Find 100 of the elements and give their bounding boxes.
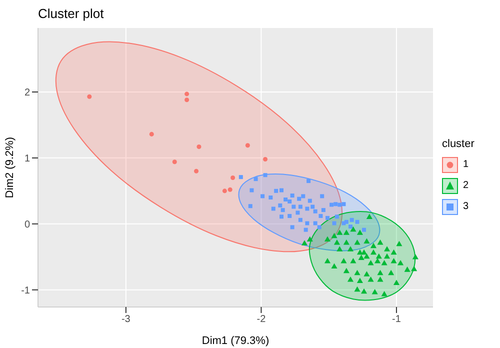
point <box>324 236 331 242</box>
point <box>263 173 268 178</box>
point <box>301 194 306 198</box>
legend-label: 3 <box>463 201 469 212</box>
point <box>317 225 322 230</box>
point <box>356 230 363 235</box>
point <box>271 206 276 211</box>
point <box>268 196 273 200</box>
y-tick-label: 1 <box>24 153 30 164</box>
point <box>393 280 400 286</box>
point <box>230 175 236 180</box>
point <box>343 268 350 274</box>
point <box>298 218 302 222</box>
point <box>384 253 390 259</box>
point <box>279 188 284 192</box>
point <box>304 228 308 232</box>
point <box>377 240 384 245</box>
point <box>366 214 372 220</box>
point <box>260 194 265 198</box>
point <box>368 276 374 282</box>
point <box>372 288 378 294</box>
point <box>324 258 331 264</box>
point <box>350 226 356 232</box>
point <box>364 238 370 244</box>
point <box>342 202 346 206</box>
point <box>343 240 350 245</box>
point <box>350 218 354 222</box>
point <box>184 98 190 102</box>
point <box>306 236 313 242</box>
point <box>172 160 177 164</box>
point <box>396 240 402 246</box>
point <box>354 286 360 292</box>
point <box>184 92 190 96</box>
point <box>301 240 308 246</box>
point <box>336 230 343 235</box>
point <box>338 202 342 207</box>
point <box>411 266 418 272</box>
point <box>336 246 343 252</box>
point <box>376 253 382 259</box>
point <box>313 221 318 226</box>
point <box>290 194 294 198</box>
point <box>355 220 360 224</box>
y-tick-label: 0 <box>24 219 30 230</box>
point <box>354 270 360 276</box>
point <box>321 208 326 212</box>
point <box>397 260 404 266</box>
legend-label: 1 <box>463 159 469 170</box>
point <box>381 290 388 296</box>
point <box>377 270 384 276</box>
point <box>308 198 312 203</box>
point <box>254 177 258 182</box>
point <box>263 157 268 162</box>
point <box>331 232 338 238</box>
point <box>362 228 366 232</box>
point <box>334 202 338 206</box>
point <box>288 199 292 204</box>
point <box>354 240 360 245</box>
point <box>364 253 370 259</box>
point <box>245 143 250 148</box>
point <box>370 242 377 248</box>
x-tick-label: -2 <box>256 314 266 326</box>
point <box>332 221 336 226</box>
point <box>196 144 202 149</box>
point <box>342 221 346 226</box>
point <box>87 94 92 99</box>
point <box>370 249 377 255</box>
point <box>298 204 302 209</box>
point <box>381 260 388 266</box>
point <box>288 214 292 218</box>
point <box>388 270 394 276</box>
point <box>222 188 227 194</box>
point <box>390 249 397 255</box>
point <box>325 216 330 220</box>
x-tick-label: -1 <box>392 314 402 326</box>
point <box>306 179 311 184</box>
point <box>347 246 354 252</box>
point <box>250 188 254 192</box>
point <box>248 204 252 208</box>
point <box>310 204 315 209</box>
point <box>340 258 347 264</box>
point <box>364 271 370 276</box>
point <box>278 203 282 208</box>
point <box>320 194 324 198</box>
legend-label: 2 <box>463 180 469 191</box>
legend-title: cluster <box>442 138 474 150</box>
point <box>296 210 300 215</box>
point <box>330 202 334 207</box>
point <box>331 263 338 269</box>
point <box>350 258 356 264</box>
point <box>347 276 354 282</box>
y-tick-label: -1 <box>21 285 30 296</box>
point <box>334 214 339 219</box>
point <box>290 225 294 230</box>
chart-title: Cluster plot <box>38 6 104 21</box>
point <box>149 132 154 136</box>
point <box>284 197 288 202</box>
point <box>368 260 374 266</box>
point <box>384 246 390 252</box>
x-tick-label: -3 <box>121 314 131 326</box>
point <box>292 204 296 209</box>
